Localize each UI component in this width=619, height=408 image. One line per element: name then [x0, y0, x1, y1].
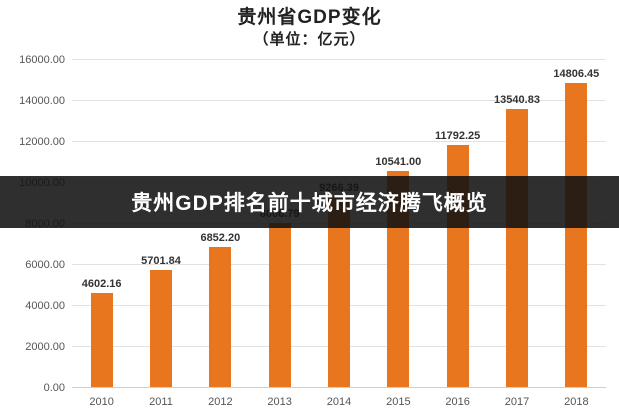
bar-value-label: 6852.20: [200, 231, 241, 244]
y-axis-tick-label: 0.00: [43, 382, 65, 394]
y-axis-tick-label: 12000.00: [19, 136, 65, 148]
bar-value-label: 4602.16: [81, 277, 122, 290]
x-axis-tick-label: 2014: [326, 396, 352, 408]
gridline: [72, 100, 606, 101]
bar-value-label: 10541.00: [375, 155, 422, 168]
gridline: [72, 141, 606, 142]
y-axis-tick-label: 2000.00: [25, 341, 65, 353]
chart-title: 贵州省GDP变化: [237, 7, 382, 28]
y-axis-tick-label: 16000.00: [19, 54, 65, 66]
bar: [328, 197, 350, 387]
bar-value-label: 13540.83: [494, 94, 540, 107]
x-axis-tick-label: 2016: [445, 396, 470, 408]
y-axis-tick-label: 14000.00: [19, 95, 65, 107]
bar-value-label: 11792.25: [435, 130, 481, 143]
x-axis-tick-label: 2015: [386, 396, 411, 408]
x-axis-tick-label: 2018: [564, 396, 589, 408]
bar: [506, 109, 528, 387]
gridline: [72, 59, 606, 60]
x-axis-tick-label: 2011: [149, 396, 173, 408]
bar: [209, 246, 232, 387]
x-axis-tick-label: 2017: [504, 396, 530, 408]
x-axis-tick-label: 2012: [208, 396, 233, 408]
x-axis-tick-label: 2010: [89, 396, 114, 408]
bar: [90, 292, 113, 387]
bar: [150, 270, 172, 387]
bar-value-label: 5701.84: [141, 255, 181, 268]
chart-subtitle: （单位：亿元）: [253, 31, 366, 48]
headline-text: 贵州GDP排名前十城市经济腾飞概览: [131, 192, 488, 215]
y-axis-tick-label: 4000.00: [25, 300, 65, 312]
x-axis-line: [72, 387, 606, 388]
bar: [268, 222, 291, 387]
x-axis-tick-label: 2013: [267, 396, 292, 408]
bar-value-label: 14806.45: [553, 68, 600, 81]
headline-overlay: 贵州GDP排名前十城市经济腾飞概览: [0, 176, 619, 228]
bar: [565, 83, 588, 387]
y-axis-tick-label: 6000.00: [25, 259, 65, 271]
